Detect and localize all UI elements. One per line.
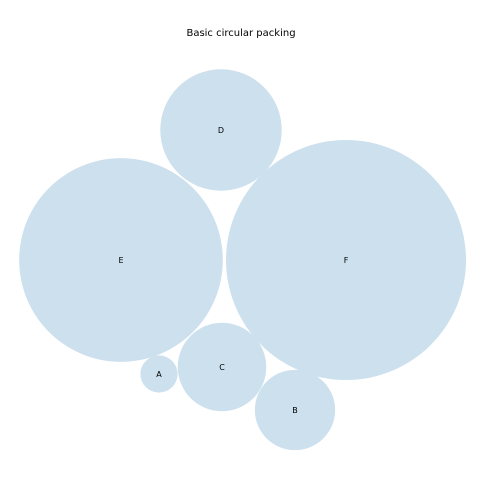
bubble-a	[140, 355, 178, 393]
bubble-d	[160, 69, 282, 191]
bubble-label-e: E	[118, 256, 123, 265]
bubble-e	[19, 158, 223, 362]
bubble-c	[177, 322, 267, 412]
bubble-label-a: A	[156, 370, 162, 379]
bubble-group: A B C D E F	[19, 69, 466, 451]
bubble-label-d: D	[218, 126, 224, 135]
chart-title: Basic circular packing	[186, 28, 295, 39]
bubble-f	[226, 140, 466, 380]
bubble-label-f: F	[344, 256, 349, 265]
bubble-b	[254, 369, 336, 451]
bubble-label-b: B	[292, 406, 298, 415]
bubble-label-c: C	[219, 363, 225, 372]
